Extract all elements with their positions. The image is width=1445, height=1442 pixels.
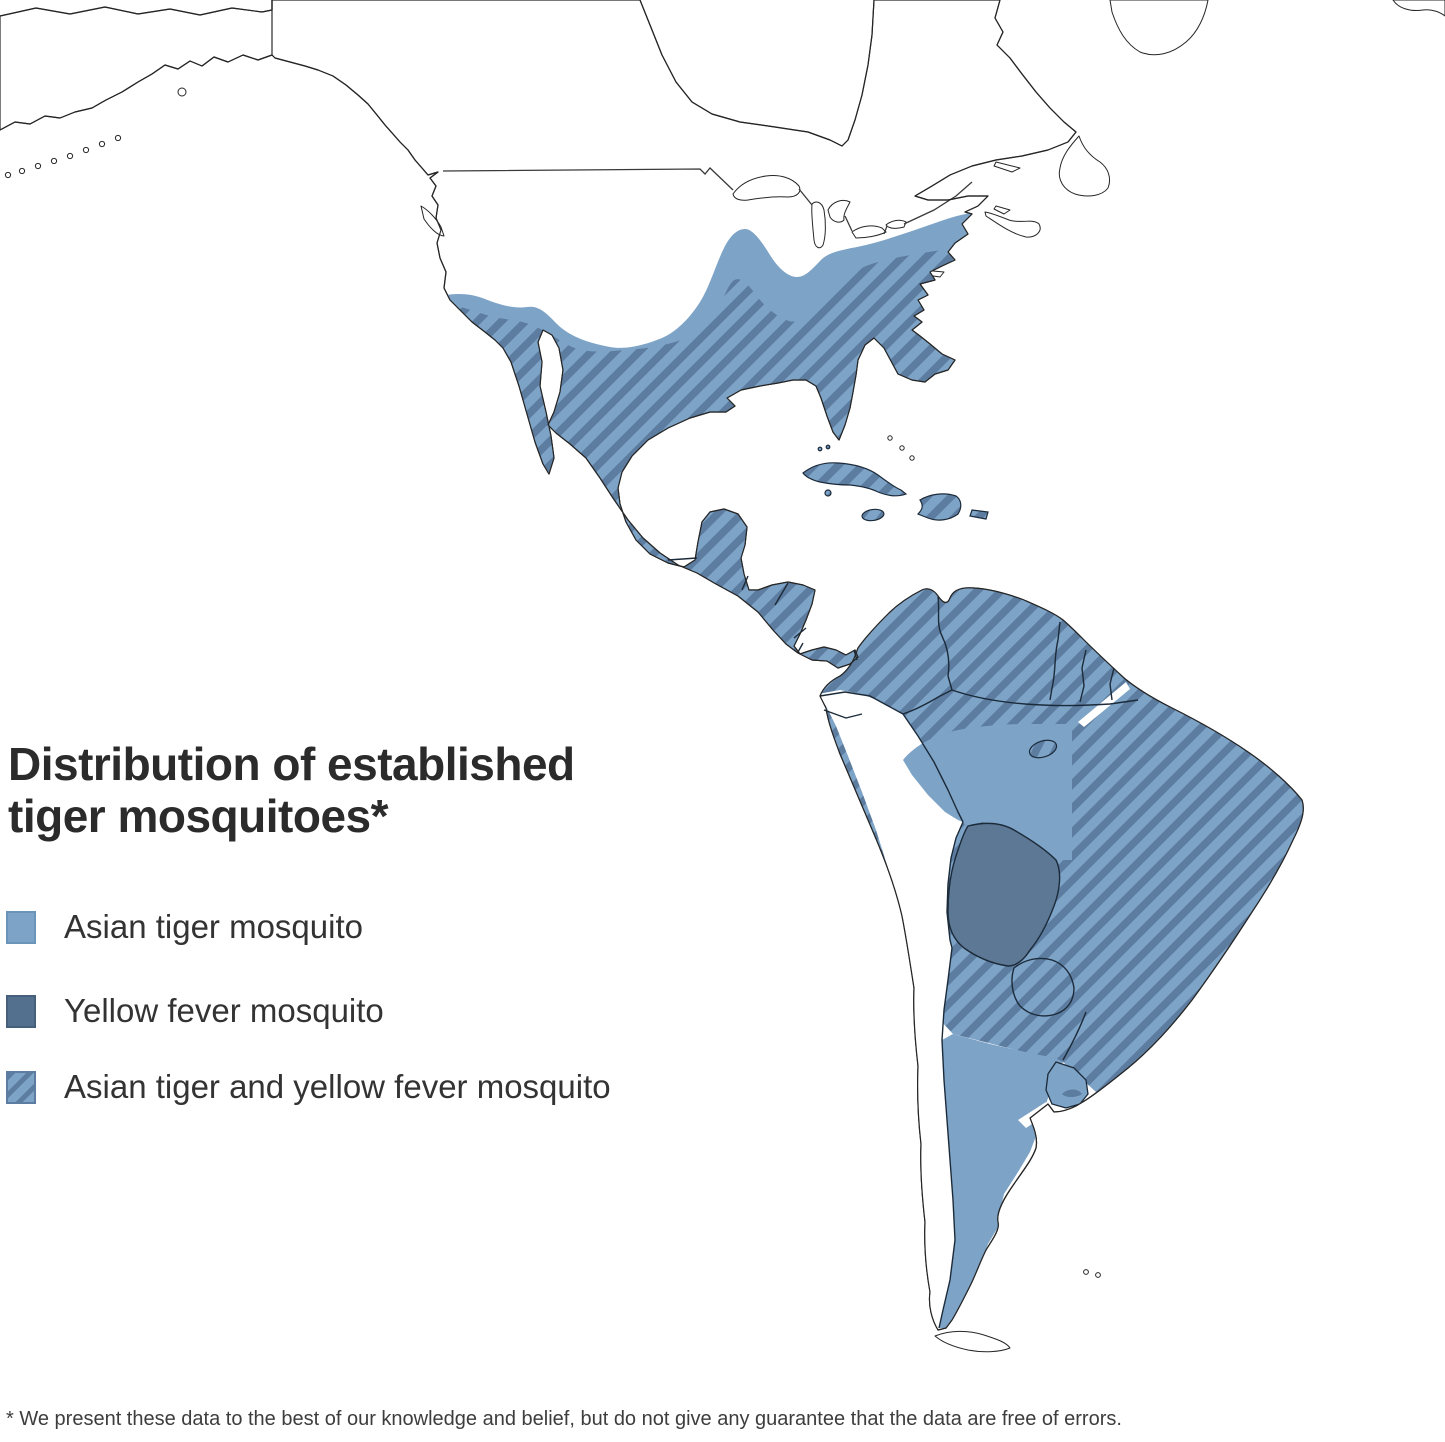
colombia-peru-border xyxy=(902,689,953,715)
tierra-del-fuego xyxy=(934,1330,1011,1353)
suriname-frenchguiana-border xyxy=(1109,667,1115,701)
lake-erie xyxy=(851,225,887,239)
great-lakes xyxy=(732,175,907,249)
caribbean-islands xyxy=(802,444,989,522)
region-asian-tiger-amazon xyxy=(903,724,1072,860)
argentina-brazil-border xyxy=(1062,1011,1087,1061)
region-yellow-fever-bolivia xyxy=(947,822,1061,967)
ecuador-peru-border xyxy=(823,709,863,719)
isla-de-la-juventud xyxy=(824,489,832,497)
south-america-borders xyxy=(819,596,1139,1329)
region-asian-tiger-argentina xyxy=(939,1034,1063,1328)
puerto-rico xyxy=(969,509,989,520)
aleutian-islands xyxy=(4,87,187,179)
uruguay-dark-detail xyxy=(1062,1089,1082,1097)
florida-keys xyxy=(817,444,831,452)
lake-ontario xyxy=(885,219,907,229)
peru-brazil-border xyxy=(902,713,964,823)
cuba xyxy=(802,462,908,497)
niagara-border xyxy=(883,225,888,235)
greenland-ne-corner xyxy=(1392,0,1445,17)
sa-distribution-regions xyxy=(820,587,1304,1330)
newfoundland-island xyxy=(1058,135,1111,197)
region-both-species-amazon-patch xyxy=(1028,739,1058,759)
central-america-borders xyxy=(667,557,858,661)
region-asian-tiger-uruguay xyxy=(1045,1061,1089,1109)
greenland-outline xyxy=(1109,0,1209,56)
political-borders xyxy=(271,0,1139,1329)
border-lakes-link2 xyxy=(844,215,853,232)
nova-scotia xyxy=(984,211,1041,238)
colombia-venezuela-border xyxy=(937,596,953,691)
border-lakes-link1 xyxy=(798,188,813,206)
us-canada-border xyxy=(442,167,734,191)
jamaica xyxy=(861,508,885,522)
colombia-ecuador-border xyxy=(819,691,904,715)
chile-argentina-border xyxy=(938,947,956,1329)
landmass-outlines xyxy=(0,0,1445,1353)
lake-michigan xyxy=(811,201,826,249)
region-unshaded-pacific-countries xyxy=(820,690,963,1330)
anticosti-island xyxy=(993,161,1021,173)
st-lawrence-border xyxy=(903,181,973,225)
venezuela-guyana-border xyxy=(1049,621,1061,701)
guyana-suriname-border xyxy=(1079,649,1087,703)
coastline-overstroke xyxy=(0,0,1304,1331)
vancouver-island xyxy=(420,205,445,237)
prince-edward-island xyxy=(993,205,1011,215)
falkland-islands xyxy=(1083,1269,1101,1278)
bahamas-islands xyxy=(887,435,915,461)
paraguay-border xyxy=(1011,957,1075,1017)
lake-huron xyxy=(827,199,851,223)
peru-bolivia-border xyxy=(946,821,964,949)
lake-superior xyxy=(732,175,801,201)
brazil-north-border xyxy=(951,689,1139,707)
hispaniola xyxy=(916,493,962,521)
